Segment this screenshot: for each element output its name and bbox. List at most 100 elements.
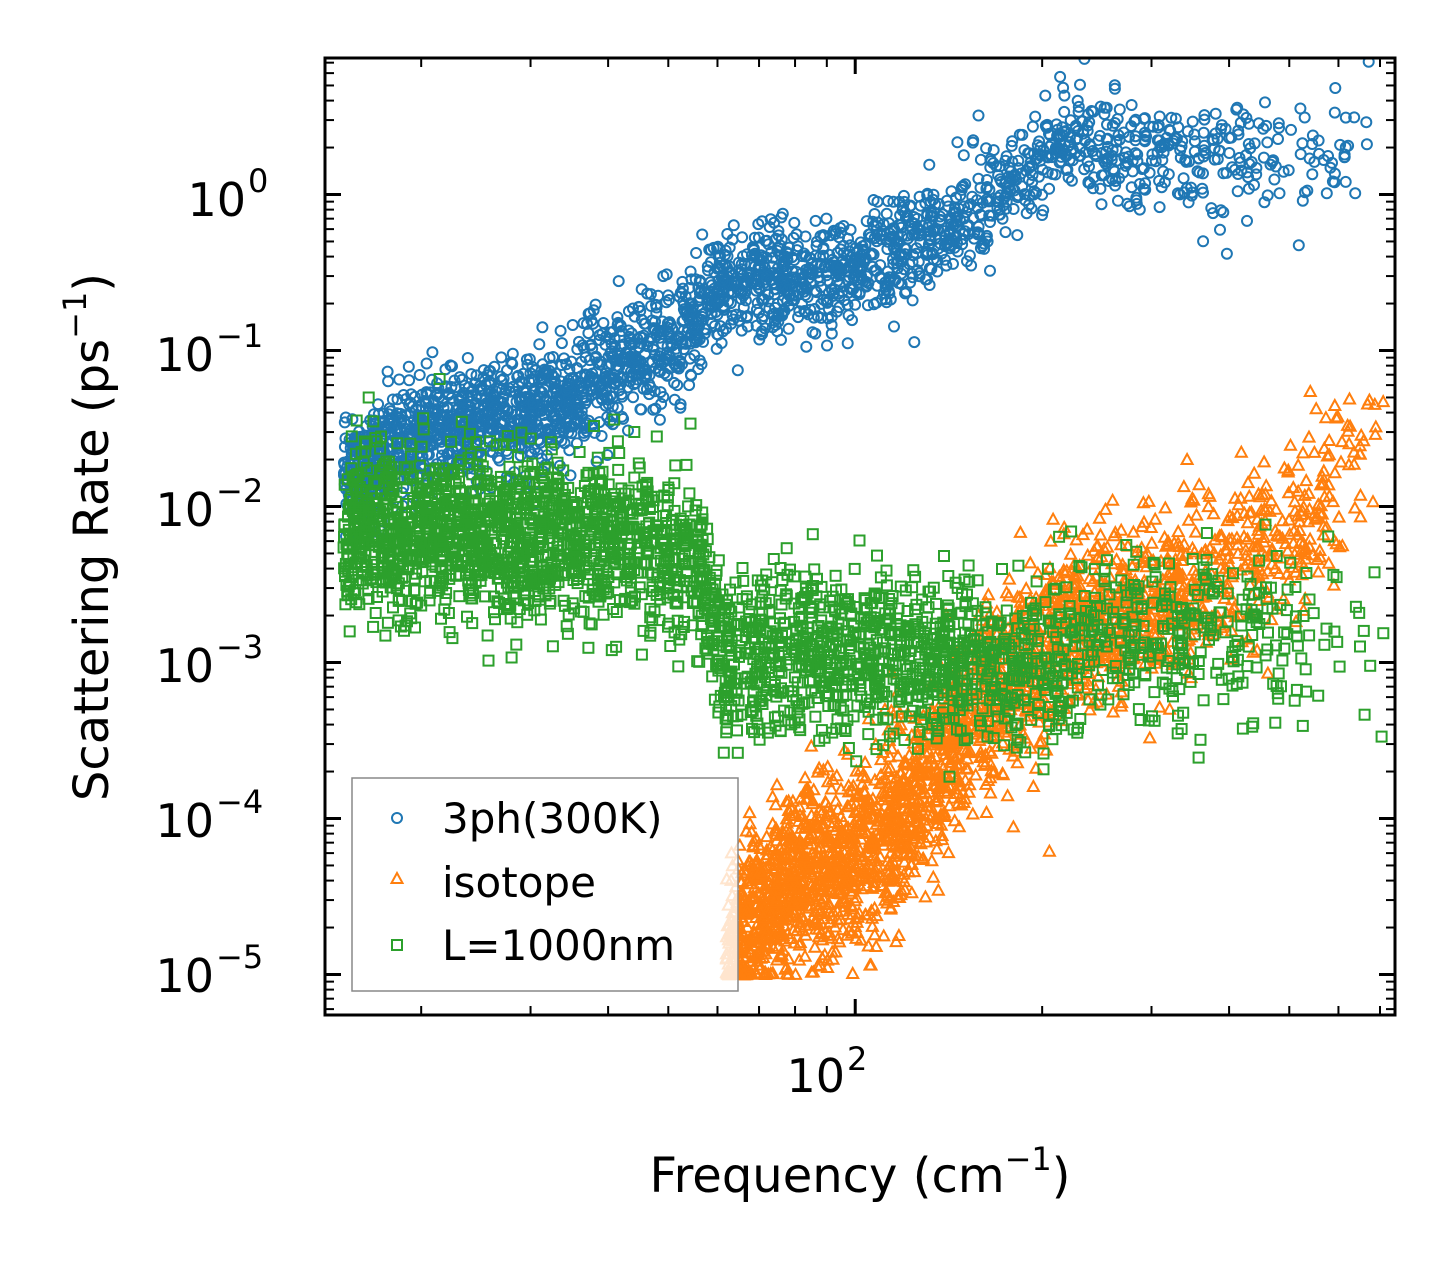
point-circle xyxy=(668,376,681,389)
point-circle xyxy=(533,338,546,351)
point-circle xyxy=(1058,105,1071,118)
point-circle xyxy=(1095,198,1108,211)
point-triangle xyxy=(1256,454,1272,468)
point-circle xyxy=(820,212,833,225)
point-circle xyxy=(662,289,675,302)
point-triangle xyxy=(1309,401,1324,415)
point-circle xyxy=(736,231,749,244)
point-circle xyxy=(1320,187,1333,200)
point-circle xyxy=(999,226,1012,239)
point-circle xyxy=(1153,110,1166,123)
point-triangle xyxy=(941,845,956,859)
point-circle xyxy=(788,216,801,229)
point-circle xyxy=(597,317,610,329)
point-triangle xyxy=(828,793,843,807)
point-circle xyxy=(821,339,833,352)
point-triangle xyxy=(1006,819,1021,833)
point-circle xyxy=(660,296,673,309)
point-circle xyxy=(1043,182,1056,195)
point-circle xyxy=(1197,235,1210,248)
point-circle xyxy=(1109,175,1122,187)
point-triangle xyxy=(765,789,780,803)
point-circle xyxy=(1198,109,1211,122)
point-triangle xyxy=(769,777,785,791)
point-circle xyxy=(653,413,666,426)
series-layer xyxy=(337,58,1391,981)
point-circle xyxy=(683,379,696,392)
point-circle xyxy=(445,381,458,393)
point-triangle xyxy=(1026,778,1041,792)
point-circle xyxy=(1231,185,1244,198)
point-triangle xyxy=(1201,499,1216,513)
point-circle xyxy=(381,365,394,378)
point-triangle xyxy=(1179,451,1195,465)
point-circle xyxy=(1301,184,1314,197)
point-circle xyxy=(558,352,570,365)
point-circle xyxy=(940,259,953,272)
point-circle xyxy=(1054,70,1067,83)
point-circle xyxy=(815,311,828,324)
point-triangle xyxy=(1230,507,1245,521)
point-circle xyxy=(1130,197,1143,210)
point-circle xyxy=(393,373,406,386)
point-circle xyxy=(1177,172,1190,185)
point-circle xyxy=(817,243,830,256)
point-circle xyxy=(880,207,893,220)
point-circle xyxy=(1360,116,1373,129)
point-triangle xyxy=(1080,521,1095,535)
point-triangle xyxy=(926,869,941,883)
point-circle xyxy=(1197,126,1210,139)
point-triangle xyxy=(876,928,891,942)
point-circle xyxy=(1074,78,1086,91)
point-circle xyxy=(555,337,568,350)
point-circle xyxy=(817,229,830,242)
point-circle xyxy=(1261,136,1274,149)
point-circle xyxy=(782,322,795,335)
point-triangle xyxy=(742,805,757,819)
point-triangle xyxy=(1231,497,1246,511)
point-circle xyxy=(402,360,415,373)
point-triangle xyxy=(1093,527,1108,541)
point-circle xyxy=(1294,148,1307,161)
point-triangle xyxy=(1105,492,1120,506)
point-circle xyxy=(1186,115,1199,128)
point-circle xyxy=(1061,163,1074,176)
point-circle xyxy=(860,215,873,228)
point-circle xyxy=(1306,168,1319,181)
point-triangle xyxy=(818,794,833,808)
point-triangle xyxy=(1295,445,1311,459)
point-triangle xyxy=(1188,524,1203,538)
point-triangle xyxy=(742,816,758,830)
point-circle xyxy=(1223,147,1236,159)
point-circle xyxy=(1296,137,1309,150)
point-circle xyxy=(951,136,964,149)
point-circle xyxy=(888,320,900,333)
point-circle xyxy=(690,247,703,259)
point-circle xyxy=(1360,138,1373,151)
point-circle xyxy=(1362,58,1375,68)
point-triangle xyxy=(1023,555,1038,569)
point-circle xyxy=(1259,96,1271,109)
point-circle xyxy=(1272,133,1284,145)
point-circle xyxy=(1209,107,1222,120)
point-circle xyxy=(1339,175,1352,188)
point-circle xyxy=(1157,165,1170,178)
point-triangle xyxy=(995,765,1010,779)
point-circle xyxy=(495,351,508,364)
point-circle xyxy=(1329,82,1342,94)
point-circle xyxy=(957,149,970,162)
point-circle xyxy=(972,109,985,122)
point-circle xyxy=(1139,177,1152,190)
point-triangle xyxy=(1291,457,1306,471)
series-0 xyxy=(338,58,1375,543)
point-triangle xyxy=(1247,465,1262,479)
point-triangle xyxy=(863,957,879,971)
point-triangle xyxy=(1275,513,1290,527)
point-triangle xyxy=(1365,494,1381,508)
point-circle xyxy=(800,340,813,353)
point-circle xyxy=(1108,82,1121,95)
point-circle xyxy=(1285,123,1297,136)
point-circle xyxy=(984,264,996,277)
point-circle xyxy=(1165,111,1178,124)
